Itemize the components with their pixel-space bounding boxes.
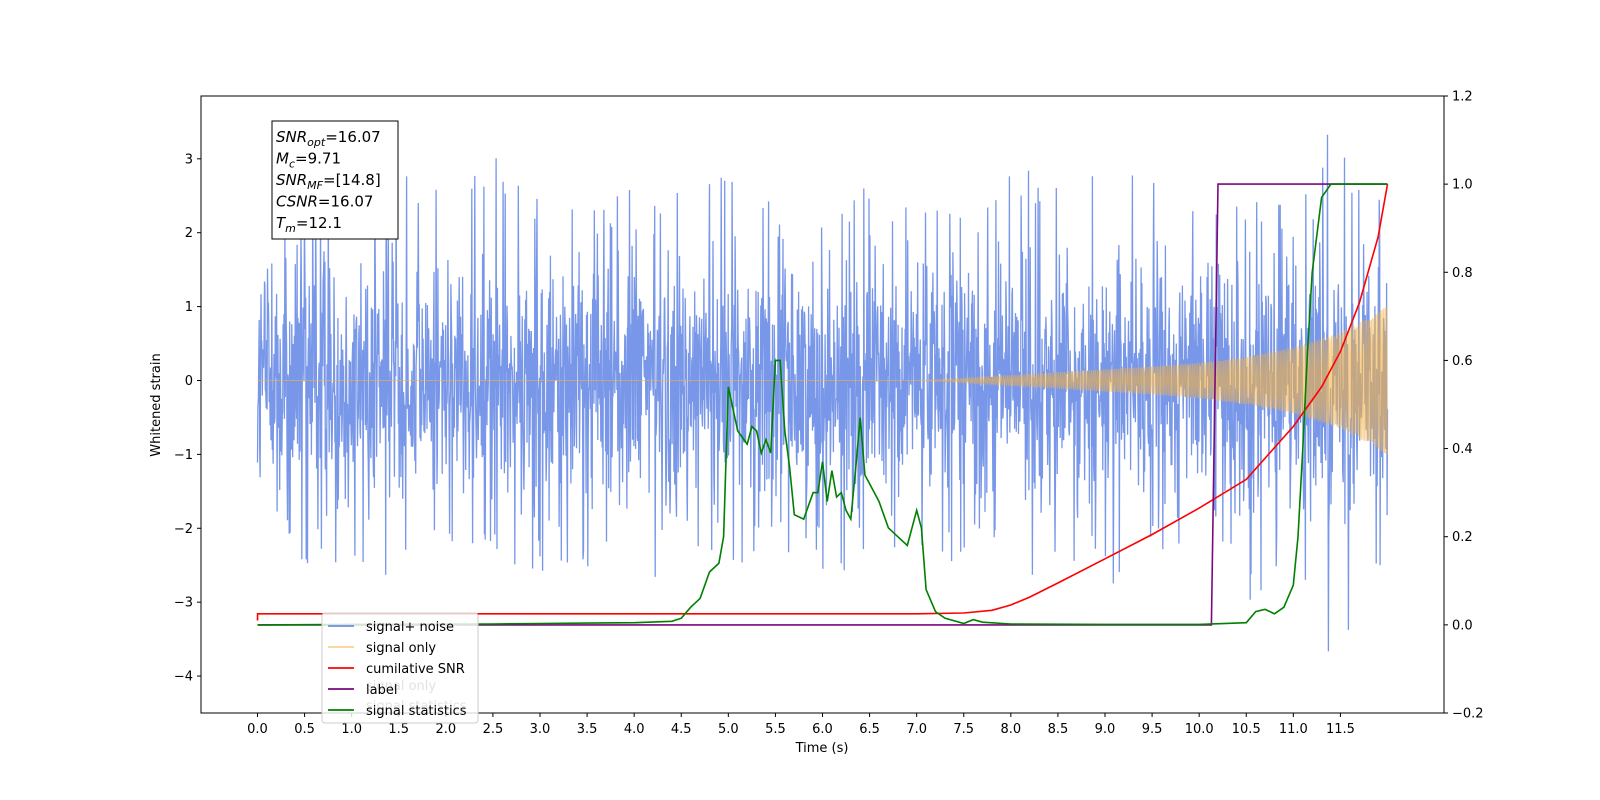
x-tick-label: 9.0 bbox=[1095, 722, 1116, 737]
x-tick-label: 8.5 bbox=[1048, 722, 1069, 737]
x-tick-label: 3.0 bbox=[530, 722, 551, 737]
x-tick-label: 7.5 bbox=[953, 722, 974, 737]
y2-tick-label: 0.6 bbox=[1452, 354, 1473, 369]
x-tick-label: 10.0 bbox=[1185, 722, 1214, 737]
y-tick-label: −2 bbox=[174, 522, 193, 537]
y2-axis: −0.2 0.0 0.2 0.4 0.6 0.8 1.0 1.2 bbox=[1444, 90, 1484, 722]
x-axis: 0.0 0.5 1.0 1.5 2.0 2.5 3.0 3.5 4.0 4.5 5.0 5.5 6.0 6… bbox=[247, 713, 1355, 737]
annotation-box: SNRopt=16.07Mc=9.71SNRMF=[14.8]CSNR=16.0… bbox=[271, 120, 399, 240]
legend-label: signal only bbox=[366, 641, 436, 656]
plot-data bbox=[256, 134, 1389, 652]
y2-tick-label: −0.2 bbox=[1452, 707, 1484, 722]
legend-label: signal+ noise bbox=[366, 620, 454, 635]
y-tick-label: 0 bbox=[185, 374, 193, 389]
annotation-line: SNRMF=[14.8] bbox=[276, 171, 381, 192]
x-tick-label: 0.0 bbox=[247, 722, 268, 737]
y2-tick-label: 0.4 bbox=[1452, 442, 1473, 457]
legend-label: signal statistics bbox=[366, 704, 467, 719]
y2-tick-label: 1.2 bbox=[1452, 90, 1473, 105]
legend-label: label bbox=[366, 683, 397, 698]
x-tick-label: 4.0 bbox=[624, 722, 645, 737]
x-tick-label: 1.0 bbox=[341, 722, 362, 737]
series-signal-statistics bbox=[257, 183, 1388, 626]
x-tick-label: 4.5 bbox=[671, 722, 692, 737]
legend-frame bbox=[321, 612, 479, 724]
legend-ghost-text: signal statistics bbox=[366, 699, 467, 714]
y2-tick-label: 0.0 bbox=[1452, 618, 1473, 633]
x-tick-label: 11.0 bbox=[1279, 722, 1308, 737]
x-tick-label: 5.5 bbox=[765, 722, 786, 737]
annotation-line: Tm=12.1 bbox=[276, 214, 342, 235]
x-tick-label: 6.0 bbox=[812, 722, 833, 737]
legend-label: cumilative SNR bbox=[366, 662, 465, 677]
y-tick-label: 2 bbox=[185, 226, 193, 241]
y2-tick-label: 0.2 bbox=[1452, 530, 1473, 545]
y2-tick-label: 0.8 bbox=[1452, 266, 1473, 281]
annotation-line: CSNR=16.07 bbox=[276, 193, 373, 211]
series-signal-noise bbox=[256, 134, 1389, 652]
x-tick-label: 9.5 bbox=[1142, 722, 1163, 737]
y-tick-label: −3 bbox=[174, 596, 193, 611]
y-tick-label: −4 bbox=[174, 670, 193, 685]
y-tick-label: 1 bbox=[185, 300, 193, 315]
legend-ghost-text: signal only bbox=[366, 679, 436, 694]
y2-tick-label: 1.0 bbox=[1452, 178, 1473, 193]
y-tick-label: 3 bbox=[185, 152, 193, 167]
y-axis-label: Whitened strain bbox=[149, 353, 164, 456]
series-label bbox=[257, 183, 1388, 626]
y-tick-label: −1 bbox=[174, 448, 193, 463]
x-axis-label: Time (s) bbox=[795, 741, 849, 756]
x-tick-label: 5.0 bbox=[718, 722, 739, 737]
x-tick-label: 3.5 bbox=[577, 722, 598, 737]
x-tick-label: 7.0 bbox=[906, 722, 927, 737]
annotation-frame bbox=[271, 120, 399, 240]
x-tick-label: 2.5 bbox=[483, 722, 504, 737]
x-tick-label: 6.5 bbox=[859, 722, 880, 737]
series-cumulative-snr bbox=[256, 183, 1389, 621]
annotation-line: SNRopt=16.07 bbox=[276, 128, 381, 149]
x-tick-label: 0.5 bbox=[294, 722, 315, 737]
x-tick-label: 8.0 bbox=[1000, 722, 1021, 737]
annotation-line: Mc=9.71 bbox=[276, 150, 341, 171]
series-signal-only bbox=[257, 306, 1388, 455]
x-tick-label: 2.0 bbox=[435, 722, 456, 737]
legend: signal only signal statistics signal+ nois… bbox=[321, 612, 479, 724]
x-tick-label: 10.5 bbox=[1232, 722, 1261, 737]
x-tick-label: 11.5 bbox=[1326, 722, 1355, 737]
y-axis: −4 −3 −2 −1 0 1 2 3 bbox=[174, 152, 201, 685]
x-tick-label: 1.5 bbox=[388, 722, 409, 737]
